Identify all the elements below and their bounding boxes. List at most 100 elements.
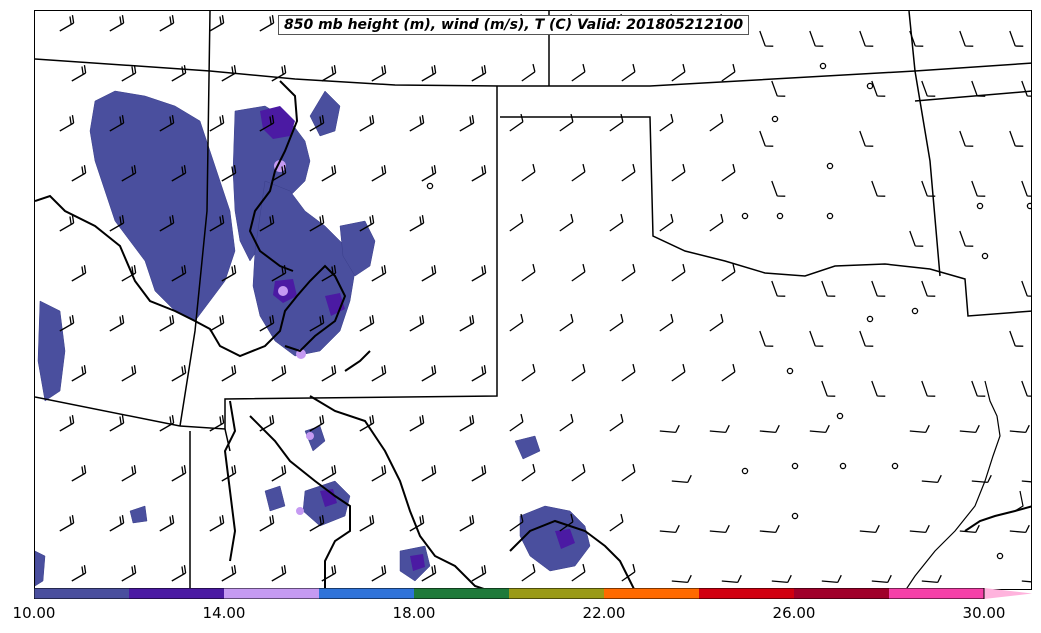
wind-barb — [171, 264, 187, 282]
wind-barb — [121, 464, 137, 482]
wind-barb — [221, 464, 237, 482]
wind-barb — [671, 263, 686, 282]
calm-wind-circle — [996, 552, 1004, 560]
wind-barb — [521, 163, 536, 182]
wind-barb — [409, 214, 425, 232]
colorbar-segment — [224, 588, 319, 599]
wind-barb — [471, 364, 487, 382]
wind-barb — [409, 314, 425, 332]
wind-barb — [721, 574, 742, 584]
wind-barb — [709, 424, 730, 434]
wind-barb — [459, 414, 475, 432]
wind-barb — [1021, 80, 1031, 97]
wind-barb — [471, 264, 487, 282]
wind-barb — [221, 364, 237, 382]
wind-barb — [459, 514, 475, 532]
calm-wind-circle — [791, 512, 799, 520]
map-title: 850 mb height (m), wind (m/s), T (C) Val… — [278, 15, 750, 35]
wind-barb — [259, 514, 275, 532]
wind-barb — [159, 314, 175, 332]
temperature-colorbar — [34, 588, 1032, 599]
wind-barb — [459, 114, 475, 132]
wind-barb — [509, 413, 524, 432]
colorbar-segment — [699, 588, 794, 599]
wind-barb — [909, 230, 924, 247]
wind-barb — [921, 280, 936, 297]
wind-barb — [71, 464, 87, 482]
calm-wind-circle — [786, 367, 794, 375]
wind-barb — [59, 114, 75, 132]
wind-barb — [671, 163, 686, 182]
wind-barb — [371, 164, 387, 182]
wind-barb — [309, 414, 325, 432]
wind-barb — [171, 464, 187, 482]
wind-barb — [909, 424, 930, 434]
wind-barb — [859, 130, 874, 147]
wind-barb — [859, 330, 874, 347]
colorbar-segment — [604, 588, 699, 599]
wind-barb — [1021, 480, 1031, 483]
wind-barb — [259, 214, 275, 232]
calm-wind-circle — [981, 252, 989, 260]
colorbar-segment — [794, 588, 889, 599]
wind-barb — [659, 524, 680, 534]
wind-barb — [321, 364, 337, 382]
wind-barb — [1009, 30, 1024, 47]
calm-wind-circle — [866, 82, 874, 90]
wind-barb — [159, 14, 175, 32]
state-borders — [35, 11, 1031, 589]
wind-barb — [409, 514, 425, 532]
wind-barb — [971, 474, 992, 484]
wind-barb — [809, 424, 830, 434]
wind-barb — [921, 380, 936, 397]
wind-barb — [359, 314, 375, 332]
wind-barb — [621, 563, 636, 582]
wind-barb — [371, 364, 387, 382]
wind-barb — [171, 64, 187, 82]
calm-wind-circle — [826, 212, 834, 220]
wind-barb — [71, 64, 87, 82]
wind-barb — [959, 524, 980, 534]
wind-barb — [621, 63, 636, 82]
wind-barb — [271, 64, 287, 82]
wind-barb — [671, 63, 686, 82]
wind-barb — [521, 263, 536, 282]
wind-barb — [209, 14, 225, 32]
wind-barb — [559, 413, 574, 432]
calm-wind-circle — [819, 62, 827, 70]
wind-barb — [521, 563, 536, 582]
wind-barb — [1009, 424, 1030, 434]
wind-barb — [209, 114, 225, 132]
map-canvas — [35, 11, 1031, 589]
wind-barb — [421, 364, 437, 382]
wind-barb — [609, 513, 624, 532]
wind-barb — [571, 463, 586, 482]
wind-barb — [171, 564, 187, 582]
wind-barb — [609, 313, 624, 332]
wind-barb — [759, 330, 774, 347]
wind-barb — [109, 214, 125, 232]
wind-barb — [109, 14, 125, 32]
wind-barb — [921, 180, 936, 197]
wind-barb — [259, 114, 275, 132]
wind-barb — [821, 380, 836, 397]
wind-barb — [159, 514, 175, 532]
colorbar-segment — [509, 588, 604, 599]
wind-barb — [771, 180, 786, 197]
wind-barb — [959, 424, 980, 434]
wind-barb — [221, 264, 237, 282]
wind-barb — [209, 414, 225, 432]
calm-wind-circle — [911, 307, 919, 315]
wind-barb — [721, 63, 736, 82]
wind-barb — [959, 230, 974, 247]
wind-barb — [621, 463, 636, 482]
wind-barb — [871, 180, 886, 197]
wind-barb — [771, 280, 786, 297]
calm-wind-circle — [771, 115, 779, 123]
colorbar-tick-label: 14.00 — [202, 604, 246, 622]
colorbar-tick-label: 10.00 — [12, 604, 56, 622]
wind-barb — [509, 113, 524, 132]
wind-barb — [971, 80, 986, 97]
calm-wind-circle — [741, 212, 749, 220]
wind-barb — [109, 314, 125, 332]
